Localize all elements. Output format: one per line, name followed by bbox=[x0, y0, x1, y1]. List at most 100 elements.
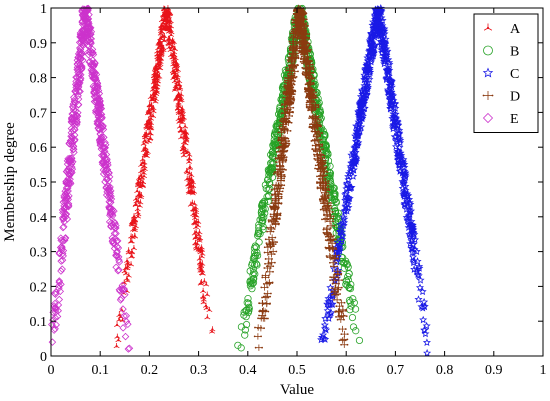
scatter-point bbox=[132, 200, 139, 207]
scatter-point bbox=[204, 314, 211, 320]
scatter-point bbox=[124, 277, 131, 283]
scatter-point bbox=[154, 81, 161, 87]
scatter-point bbox=[195, 218, 202, 224]
scatter-point bbox=[161, 6, 168, 12]
legend-label-A: A bbox=[510, 22, 521, 37]
x-tick-label: 0 bbox=[48, 363, 55, 378]
scatter-point bbox=[258, 308, 267, 315]
x-tick-label: 0.3 bbox=[190, 363, 208, 378]
scatter-point bbox=[412, 247, 421, 256]
series-A bbox=[113, 5, 216, 349]
scatter-point bbox=[310, 137, 319, 145]
scatter-point bbox=[133, 198, 140, 204]
scatter-point bbox=[180, 142, 187, 148]
scatter-point bbox=[135, 179, 142, 185]
scatter-point bbox=[324, 244, 333, 251]
scatter-point bbox=[342, 277, 350, 285]
scatter-point bbox=[142, 146, 149, 153]
scatter-point bbox=[145, 107, 152, 113]
scatter-point bbox=[259, 307, 268, 314]
scatter-point bbox=[141, 137, 148, 143]
scatter-point bbox=[154, 73, 161, 80]
scatter-point bbox=[147, 122, 154, 128]
legend-label-D: D bbox=[510, 90, 520, 105]
legend-label-B: B bbox=[510, 45, 519, 60]
series-C bbox=[317, 4, 432, 357]
scatter-point bbox=[124, 257, 131, 263]
x-tick-label: 0.6 bbox=[337, 363, 355, 378]
scatter-point bbox=[134, 206, 141, 212]
scatter-point bbox=[202, 302, 209, 308]
legend-label-E: E bbox=[510, 112, 519, 127]
scatter-point bbox=[326, 254, 335, 261]
scatter-point bbox=[192, 214, 199, 220]
scatter-point bbox=[134, 209, 141, 215]
scatter-point bbox=[337, 299, 346, 306]
scatter-point bbox=[183, 167, 190, 174]
scatter-point bbox=[48, 338, 57, 346]
scatter-point bbox=[349, 323, 358, 331]
scatter-point bbox=[128, 253, 135, 259]
scatter-point bbox=[142, 134, 149, 140]
scatter-point bbox=[121, 268, 128, 274]
y-tick-label: 0.2 bbox=[30, 280, 48, 295]
scatter-point bbox=[422, 338, 431, 347]
scatter-point bbox=[131, 225, 138, 231]
scatter-point bbox=[131, 213, 138, 219]
scatter-point bbox=[262, 293, 272, 300]
scatter-point bbox=[253, 333, 262, 340]
scatter-point bbox=[179, 115, 186, 121]
x-tick-label: 0.2 bbox=[141, 363, 159, 378]
scatter-point bbox=[174, 66, 181, 72]
scatter-point bbox=[320, 320, 329, 329]
scatter-point bbox=[144, 148, 151, 154]
scatter-point bbox=[150, 104, 157, 111]
scatter-point bbox=[168, 31, 175, 37]
scatter-point bbox=[340, 330, 349, 338]
y-tick-label: 0.9 bbox=[30, 37, 48, 52]
scatter-point bbox=[203, 281, 210, 287]
plot-frame bbox=[50, 7, 544, 357]
scatter-point bbox=[355, 336, 364, 345]
scatter-point bbox=[128, 233, 135, 239]
scatter-point bbox=[172, 55, 179, 61]
scatter-point bbox=[200, 293, 207, 299]
scatter-point bbox=[135, 213, 142, 219]
x-axis-label: Value bbox=[280, 382, 314, 398]
scatter-point bbox=[266, 224, 275, 231]
scatter-point bbox=[173, 81, 180, 87]
scatter-point bbox=[114, 333, 121, 339]
y-tick-label: 1 bbox=[40, 2, 47, 17]
scatter-point bbox=[113, 343, 120, 349]
y-tick-label: 0.1 bbox=[30, 315, 48, 330]
x-tick-label: 0.4 bbox=[239, 363, 257, 378]
scatter-point bbox=[419, 315, 428, 324]
scatter-point bbox=[338, 337, 347, 344]
scatter-point bbox=[167, 46, 174, 52]
scatter-point bbox=[154, 78, 161, 84]
scatter-point bbox=[128, 238, 135, 244]
scatter-point bbox=[262, 300, 271, 307]
scatter-point bbox=[129, 248, 135, 254]
scatter-point bbox=[178, 134, 184, 140]
scatter-point bbox=[143, 129, 150, 136]
scatter-point bbox=[182, 128, 189, 135]
series-E bbox=[47, 4, 134, 353]
scatter-point bbox=[119, 324, 127, 332]
scatter-point bbox=[150, 96, 157, 102]
scatter-point bbox=[265, 268, 274, 276]
scatter-point bbox=[146, 101, 153, 107]
scatter-point bbox=[192, 233, 199, 239]
scatter-point bbox=[348, 313, 357, 322]
legend-box bbox=[473, 13, 539, 133]
scatter-point bbox=[171, 49, 178, 55]
scatter-point bbox=[191, 206, 198, 212]
scatter-point bbox=[147, 134, 154, 141]
scatter-point bbox=[338, 325, 347, 333]
scatter-point bbox=[186, 170, 193, 176]
scatter-point bbox=[193, 228, 200, 234]
scatter-point bbox=[143, 123, 150, 129]
scatter-point bbox=[121, 332, 130, 341]
scatter-point bbox=[141, 165, 148, 172]
scatter-point bbox=[200, 287, 207, 293]
